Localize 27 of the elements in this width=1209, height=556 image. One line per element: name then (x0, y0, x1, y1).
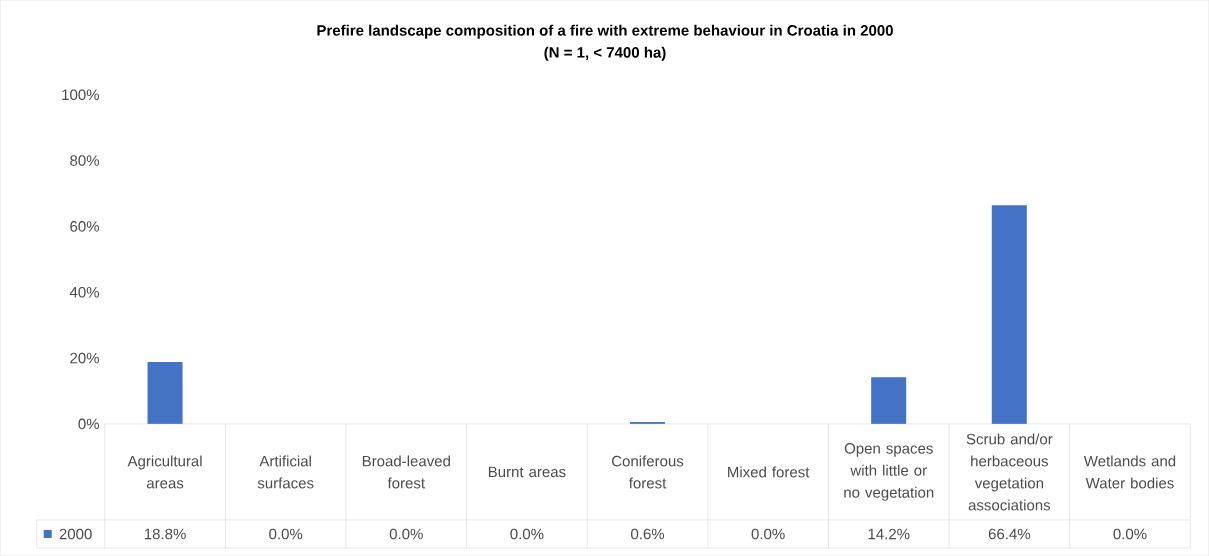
x-tick-label: Wetlands and Water bodies (1083, 455, 1176, 489)
x-tick-label: Broad-leaved forest (362, 455, 450, 489)
data-label: 66.4% (988, 528, 1031, 540)
x-tick-label: Scrub and/or herbaceous vegetation associations (966, 433, 1053, 511)
data-label: 0.0% (269, 528, 303, 540)
data-label: 0.6% (631, 528, 665, 540)
y-tick-label: 40% (69, 287, 100, 298)
y-tick-label: 60% (70, 221, 100, 232)
x-tick-label: Artificial surfaces (257, 455, 314, 489)
chart-title: Prefire landscape composition of a fire with extreme behaviour in Croatia in 2000 (317, 24, 893, 39)
y-tick-label: 100% (62, 89, 100, 101)
data-label: 0.0% (389, 528, 423, 540)
data-label: 0.0% (1113, 528, 1147, 540)
x-tick-label: Burnt areas (488, 466, 566, 478)
x-tick-label: Mixed forest (728, 466, 810, 478)
chart-subtitle: (N = 1, < 7400 ha) (544, 46, 666, 61)
y-tick-label: 20% (70, 352, 100, 364)
y-tick-label: 80% (70, 155, 100, 167)
y-tick-label: 0% (78, 418, 100, 430)
legend-label: 2000 (59, 528, 92, 540)
x-tick-label: Coniferous forest (612, 455, 684, 489)
data-label: 18.8% (144, 528, 186, 540)
data-label: 14.2% (868, 528, 910, 540)
x-tick-label: Open spaces with little or no vegetation (844, 443, 934, 501)
x-tick-label: Agricultural areas (127, 455, 202, 489)
data-label: 0.0% (510, 528, 544, 540)
data-label: 0.0% (751, 528, 785, 540)
